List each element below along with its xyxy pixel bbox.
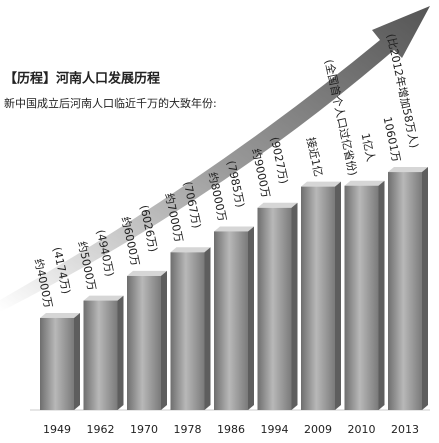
x-tick-label: 2009 (304, 423, 332, 436)
x-tick-label: 1986 (217, 423, 245, 436)
bar (40, 317, 74, 410)
bar (83, 300, 118, 410)
value-label: (7985万) (224, 159, 247, 208)
x-tick-label: 1949 (43, 423, 71, 436)
bar-top (40, 312, 80, 318)
x-tick-label: 1978 (174, 423, 202, 436)
value-label: 接近1亿 (304, 136, 325, 178)
bar-side (248, 226, 254, 410)
x-tick-label: 2013 (391, 423, 419, 436)
value-label: 1亿人 (359, 132, 378, 163)
bar-side (422, 167, 428, 410)
x-tick-label: 1962 (87, 423, 115, 436)
value-label: 约9000万 (249, 147, 272, 199)
bar-top (301, 181, 341, 187)
bar-top (257, 202, 298, 208)
bar-top (170, 247, 211, 253)
x-tick-label: 1970 (130, 423, 158, 436)
bar-top (83, 295, 124, 301)
bar (388, 172, 422, 410)
bar-side (161, 270, 167, 410)
bar (257, 207, 292, 410)
value-label: (9027万) (268, 136, 291, 185)
bar (301, 186, 335, 410)
bar-side (117, 295, 124, 410)
value-label: 10601万 (381, 116, 403, 164)
bar-side (204, 247, 211, 410)
bar (344, 185, 379, 410)
bar-side (74, 312, 80, 410)
bar-side (291, 202, 298, 410)
chart-subtitle: 新中国成立后河南人口临近千万的大致年份: (4, 96, 217, 110)
bar-top (388, 167, 428, 173)
x-tick-label: 1994 (261, 423, 289, 436)
bar-top (127, 270, 167, 276)
bar-top (214, 226, 254, 232)
bar-top (344, 180, 385, 186)
bar (127, 275, 161, 410)
chart-title: 【历程】河南人口发展历程 (4, 71, 160, 87)
trend-arrow (0, 6, 430, 312)
x-tick-label: 2010 (348, 423, 376, 436)
bar-side (335, 181, 341, 410)
bar-side (378, 180, 385, 410)
bar (170, 252, 205, 410)
bar (214, 231, 248, 410)
